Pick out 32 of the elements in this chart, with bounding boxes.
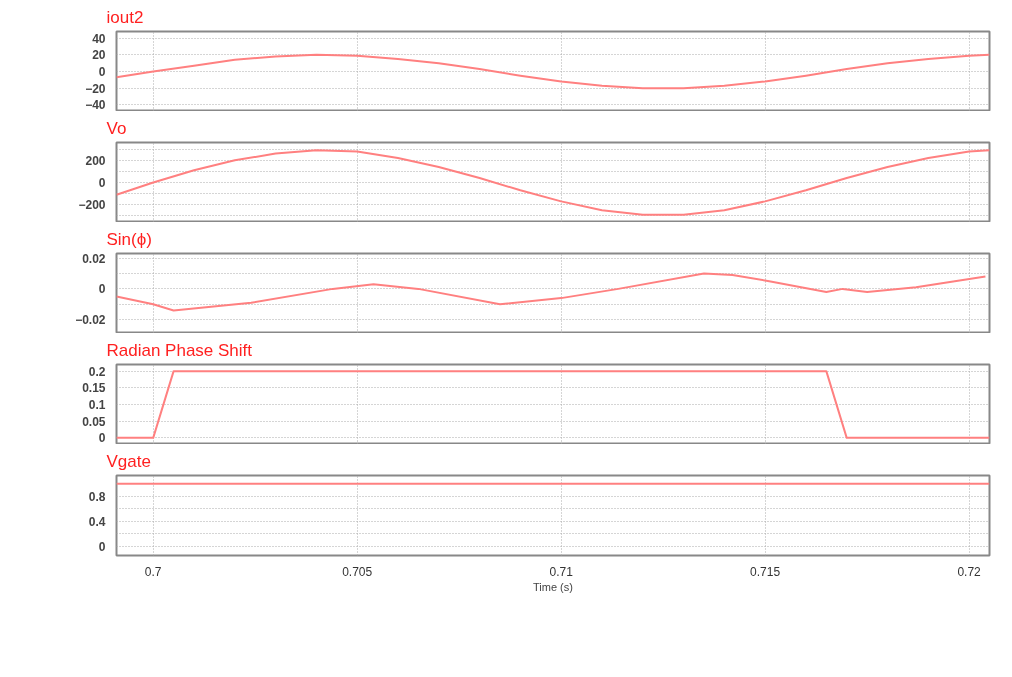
x-axis-title: Time (s) [533, 580, 573, 593]
x-tick-label: 0.715 [750, 564, 781, 579]
chart-title: iout2 [106, 7, 144, 27]
chart-title: Radian Phase Shift [106, 340, 253, 360]
y-tick-label: −200 [78, 198, 106, 213]
line-series [116, 272, 987, 312]
x-tick-label: 0.7 [144, 564, 162, 579]
y-tick-label: 0.2 [88, 364, 106, 379]
y-tick-label: −20 [85, 81, 106, 96]
chart-title: Vgate [106, 451, 151, 471]
chart-title: Sin(ϕ) [106, 229, 152, 249]
y-tick-label: 0.4 [88, 514, 106, 529]
y-tick-label: 20 [92, 48, 106, 63]
y-tick-label: 0.02 [82, 251, 106, 266]
x-tick-label: 0.72 [957, 564, 982, 579]
x-tick-label: 0.71 [549, 564, 574, 579]
chart-title: Vo [106, 118, 127, 138]
y-tick-label: 0 [98, 431, 106, 446]
y-tick-label: 0.1 [88, 398, 106, 412]
y-tick-label: 0.15 [82, 381, 106, 396]
y-tick-label: 0 [98, 282, 106, 297]
x-tick-label: 0.705 [342, 564, 373, 579]
y-tick-label: 0 [98, 539, 106, 554]
y-tick-label: 40 [92, 31, 106, 46]
y-tick-label: 0 [98, 176, 106, 190]
y-tick-label: −0.02 [75, 313, 106, 328]
line-series [116, 53, 990, 90]
y-tick-label: 200 [85, 153, 106, 168]
y-tick-label: 0.8 [88, 489, 106, 504]
y-tick-label: −40 [85, 98, 106, 113]
y-tick-label: 0.05 [82, 414, 106, 429]
y-tick-label: 0 [98, 65, 106, 79]
